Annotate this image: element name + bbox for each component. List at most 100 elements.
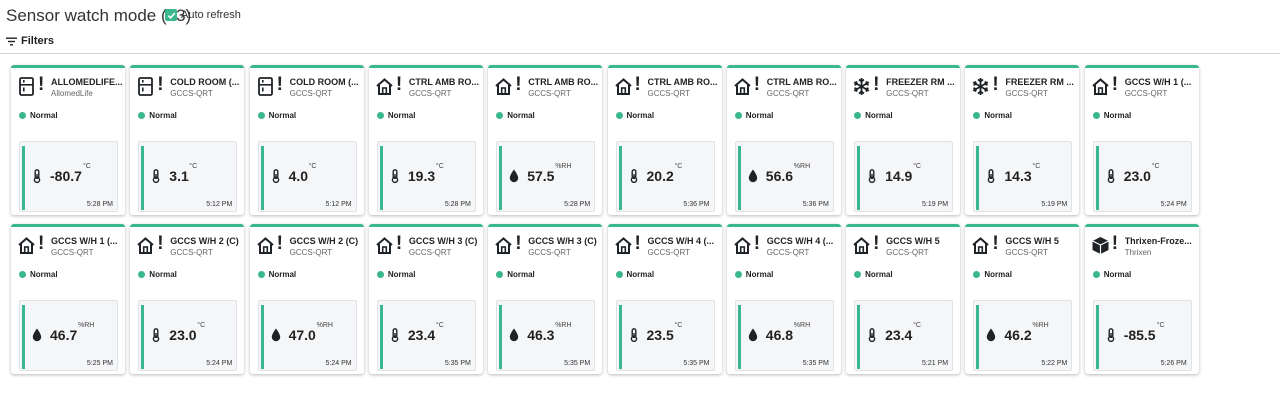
reading-value: 3.1: [169, 168, 189, 184]
thermometer-icon: [629, 328, 639, 343]
reading-value: 47.0: [288, 327, 316, 343]
house-icon: [494, 77, 513, 96]
reading-panel: -80.7 °C 5:28 PM: [19, 141, 118, 212]
droplet-icon: [509, 169, 519, 183]
reading-value: 14.9: [885, 168, 913, 184]
sensor-group: GCCS-QRT: [886, 248, 929, 257]
reading-status-bar: [22, 146, 25, 210]
sensor-group: GCCS-QRT: [528, 89, 571, 98]
reading-time: 5:28 PM: [444, 201, 471, 208]
house-icon: [375, 77, 394, 96]
filter-icon: [6, 37, 17, 45]
sensor-card[interactable]: ! GCCS W/H 5 GCCS-QRT Normal 46.2 %RH 5:…: [965, 224, 1080, 374]
auto-refresh-toggle[interactable]: Auto refresh: [165, 9, 241, 21]
reading-value: 20.2: [646, 168, 674, 184]
sensor-card[interactable]: ! Thrixen-Froze... Thrixen Normal -85.5 …: [1084, 224, 1199, 374]
reading-panel: 23.4 °C 5:21 PM: [854, 300, 954, 371]
reading-value: 23.4: [885, 327, 913, 343]
droplet-icon: [271, 328, 281, 342]
sensor-card[interactable]: ! CTRL AMB RO... GCCS-QRT Normal 57.5 %R…: [488, 65, 603, 215]
sensor-card[interactable]: ! CTRL AMB RO... GCCS-QRT Normal 19.3 °C…: [368, 65, 483, 215]
sensor-card[interactable]: ! COLD ROOM (... GCCS-QRT Normal 3.1 °C …: [130, 65, 245, 215]
status-badge: Normal: [496, 111, 535, 120]
status-badge: Normal: [615, 111, 654, 120]
sensor-group: GCCS-QRT: [51, 248, 94, 257]
status-badge: Normal: [376, 111, 415, 120]
status-text: Normal: [387, 270, 416, 279]
house-icon: [494, 236, 513, 255]
reading-unit: %RH: [78, 322, 95, 329]
thermometer-icon: [151, 328, 161, 343]
sensor-name: COLD ROOM (...: [170, 77, 240, 87]
reading-value: 46.2: [1004, 327, 1032, 343]
sensor-name: FREEZER RM ...: [886, 77, 955, 87]
thermometer-icon: [1106, 328, 1116, 343]
sensor-name: CTRL AMB RO...: [647, 77, 718, 87]
reading-time: 5:26 PM: [1160, 360, 1187, 367]
sensor-card[interactable]: ! GCCS W/H 1 (... GCCS-QRT Normal 46.7 %…: [11, 224, 125, 374]
thermometer-icon: [867, 169, 877, 184]
reading-panel: 20.2 °C 5:36 PM: [615, 141, 715, 212]
house-icon: [614, 77, 633, 96]
reading-status-bar: [141, 146, 145, 210]
status-badge: Normal: [854, 111, 893, 120]
alert-icon: !: [515, 233, 522, 254]
sensor-group: GCCS-QRT: [766, 248, 810, 257]
reading-status-bar: [857, 305, 861, 369]
sensor-card[interactable]: ! GCCS W/H 2 (C) GCCS-QRT Normal 23.0 °C…: [130, 224, 245, 374]
sensor-card[interactable]: ! ALLOMEDLIFE... AllomedLife Normal -80.…: [11, 65, 125, 215]
reading-value: 23.0: [169, 327, 197, 343]
sensor-card[interactable]: ! FREEZER RM ... GCCS-QRT Normal 14.3 °C…: [965, 65, 1080, 215]
reading-value: 4.0: [288, 168, 309, 184]
sensor-card[interactable]: ! CTRL AMB RO... GCCS-QRT Normal 20.2 °C…: [607, 65, 722, 215]
house-icon: [614, 236, 633, 255]
sensor-card[interactable]: ! COLD ROOM (... GCCS-QRT Normal 4.0 °C …: [249, 65, 364, 215]
sensor-card[interactable]: ! CTRL AMB RO... GCCS-QRT Normal 56.6 %R…: [726, 65, 841, 215]
thermometer-icon: [1106, 169, 1116, 184]
thermometer-icon: [151, 169, 161, 184]
sensor-card[interactable]: ! GCCS W/H 5 GCCS-QRT Normal 23.4 °C 5:2…: [846, 224, 961, 374]
reading-panel: 57.5 %RH 5:28 PM: [496, 141, 596, 212]
reading-time: 5:35 PM: [564, 360, 591, 367]
sensor-group: GCCS-QRT: [1124, 89, 1168, 98]
reading-unit: °C: [308, 163, 317, 170]
sensor-card[interactable]: ! GCCS W/H 4 (... GCCS-QRT Normal 23.5 °…: [607, 224, 722, 374]
sensor-group: GCCS-QRT: [766, 89, 810, 98]
reading-panel: 23.0 °C 5:24 PM: [138, 300, 238, 371]
status-text: Normal: [984, 270, 1012, 279]
sensor-card[interactable]: ! GCCS W/H 4 (... GCCS-QRT Normal 46.8 %…: [726, 224, 841, 374]
reading-time: 5:25 PM: [86, 360, 113, 367]
thermometer-icon: [271, 169, 281, 184]
status-text: Normal: [149, 111, 177, 120]
alert-icon: !: [634, 233, 641, 254]
sensor-card[interactable]: ! GCCS W/H 3 (C) GCCS-QRT Normal 23.4 °C…: [368, 224, 483, 374]
status-dot: [854, 112, 862, 119]
auto-refresh-checkbox[interactable]: [165, 9, 177, 21]
reading-panel: 56.6 %RH 5:36 PM: [734, 141, 834, 212]
status-text: Normal: [507, 111, 535, 120]
sensor-name: GCCS W/H 1 (...: [51, 236, 118, 246]
reading-panel: 14.9 °C 5:19 PM: [854, 141, 954, 212]
sensor-group: GCCS-QRT: [1005, 248, 1048, 257]
filters-label: Filters: [21, 35, 55, 47]
status-text: Normal: [745, 270, 774, 279]
reading-unit: °C: [674, 163, 683, 170]
sensor-group: GCCS-QRT: [170, 248, 213, 257]
reading-time: 5:24 PM: [325, 360, 352, 367]
box-icon: [1091, 236, 1110, 255]
sensor-card[interactable]: ! GCCS W/H 1 (... GCCS-QRT Normal 23.0 °…: [1084, 65, 1199, 215]
reading-panel: 3.1 °C 5:12 PM: [138, 141, 238, 212]
sensor-card[interactable]: ! GCCS W/H 2 (C) GCCS-QRT Normal 47.0 %R…: [249, 224, 364, 374]
sensor-card[interactable]: ! GCCS W/H 3 (C) GCCS-QRT Normal 46.3 %R…: [488, 224, 603, 374]
alert-icon: !: [873, 233, 880, 254]
status-badge: Normal: [19, 111, 58, 120]
reading-status-bar: [976, 146, 980, 210]
sensor-card[interactable]: ! FREEZER RM ... GCCS-QRT Normal 14.9 °C…: [846, 65, 961, 215]
sensor-group: GCCS-QRT: [1005, 89, 1048, 98]
alert-icon: !: [395, 233, 403, 254]
status-badge: Normal: [734, 111, 773, 120]
filters-button[interactable]: Filters: [6, 35, 54, 47]
reading-value: 23.5: [646, 327, 674, 343]
sensor-name: GCCS W/H 5: [886, 236, 940, 246]
status-badge: Normal: [376, 270, 416, 279]
